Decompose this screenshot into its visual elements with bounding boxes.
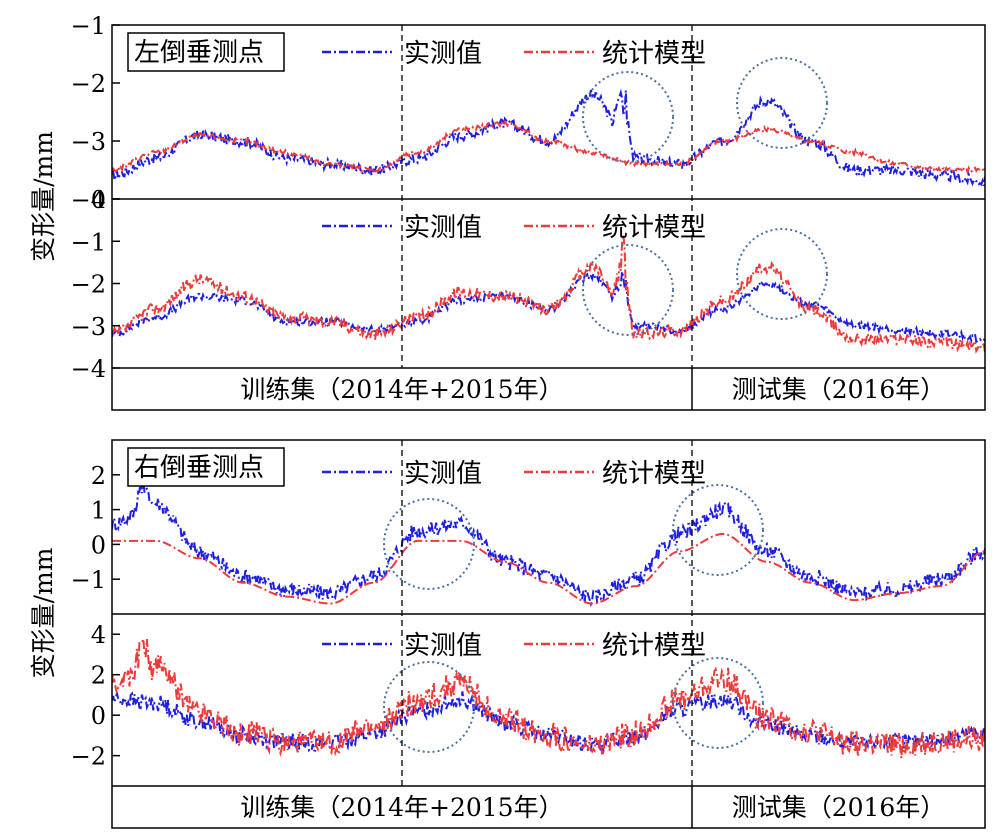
y-tick-label: −2: [71, 743, 106, 771]
legend-label-measured: 实测值: [404, 39, 482, 69]
y-tick-label: −3: [71, 313, 106, 341]
legend-label-measured: 实测值: [404, 213, 482, 243]
subplot-2-2: 4 2 0 −2 实测值 统计模型: [71, 621, 985, 771]
series-line-model: [112, 119, 985, 176]
highlight-circle: [672, 484, 764, 576]
legend-label-measured: 实测值: [404, 459, 482, 489]
panel-frame: [111, 439, 986, 829]
y-tick-label: 2: [91, 662, 106, 690]
period-label-train: 训练集（2014年+2015年）: [240, 375, 563, 404]
series-line-model: [112, 234, 985, 354]
series-line-measured: [112, 88, 985, 187]
panel-title-text: 右倒垂测点: [134, 453, 264, 483]
panel-title: 右倒垂测点: [127, 447, 285, 487]
y-tick-label: 1: [91, 497, 106, 525]
y-axis-label: 变形量/mm: [29, 547, 58, 678]
y-tick-label: 0: [91, 186, 106, 214]
highlight-circle: [383, 498, 475, 590]
legend: 实测值 统计模型: [322, 213, 706, 243]
series-line-measured: [112, 469, 985, 608]
panel-title-text: 左倒垂测点: [134, 38, 264, 68]
panel-title: 左倒垂测点: [127, 32, 285, 72]
y-tick-label: −1: [71, 12, 106, 40]
highlight-circle: [383, 661, 475, 753]
y-tick-label: −1: [71, 228, 106, 256]
y-axis-label: 变形量/mm: [29, 131, 58, 262]
y-tick-label: 2: [91, 462, 106, 490]
panel-title-box: [127, 32, 285, 72]
highlight-circle: [672, 657, 764, 749]
y-tick-label: −4: [71, 355, 106, 383]
subplot-1-1: −1 −2 −3 −4 实测值 统计模型: [71, 12, 985, 214]
legend-label-model: 统计模型: [602, 459, 706, 489]
y-tick-label: −2: [71, 70, 106, 98]
y-tick-label: −4: [71, 186, 106, 214]
legend-label-model: 统计模型: [602, 213, 706, 243]
y-tick-label: 0: [91, 531, 106, 559]
subplot-1-2: 0 −1 −2 −3 −4 实测值 统计模型: [71, 186, 985, 383]
y-tick-label: −1: [71, 566, 106, 594]
y-tick-label: 4: [91, 621, 106, 649]
period-label-test: 测试集（2016年）: [732, 793, 946, 822]
subplot-2-1: 2 1 0 −1 实测值 统计模型: [71, 459, 985, 608]
highlight-circle: [582, 71, 674, 163]
y-tick-label: 0: [91, 702, 106, 730]
panel-frame: [111, 24, 986, 411]
panel-title-box: [127, 447, 285, 487]
legend: 实测值 统计模型: [322, 631, 706, 661]
series-line-model: [112, 638, 985, 759]
legend: 实测值 统计模型: [322, 459, 706, 489]
highlight-circle: [736, 57, 828, 149]
highlight-circle: [582, 244, 674, 336]
highlight-circle: [736, 228, 828, 320]
legend: 实测值 统计模型: [322, 39, 706, 69]
legend-label-model: 统计模型: [602, 39, 706, 69]
y-tick-label: −2: [71, 271, 106, 299]
period-label-train: 训练集（2014年+2015年）: [240, 793, 563, 822]
legend-label-model: 统计模型: [602, 631, 706, 661]
y-tick-label: −3: [71, 128, 106, 156]
legend-label-measured: 实测值: [404, 631, 482, 661]
series-line-model: [112, 533, 985, 605]
period-label-test: 测试集（2016年）: [732, 375, 946, 404]
